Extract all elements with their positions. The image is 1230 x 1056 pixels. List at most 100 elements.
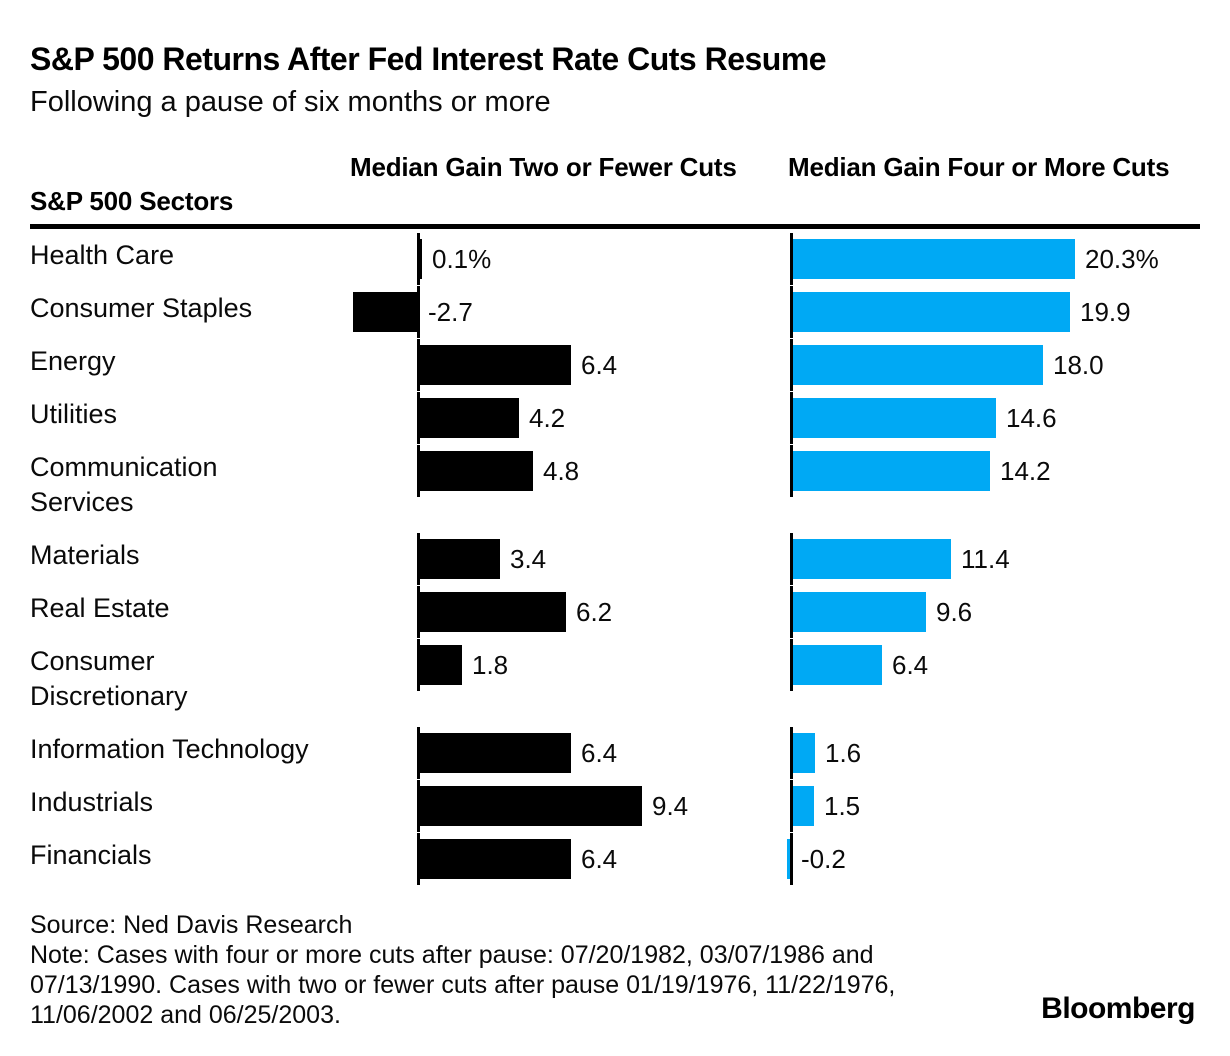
chart-title: S&P 500 Returns After Fed Interest Rate … bbox=[30, 41, 827, 77]
value-label: 20.3% bbox=[1085, 244, 1159, 274]
axis-tick bbox=[790, 780, 793, 832]
sector-label: Industrials bbox=[30, 787, 154, 817]
axis-tick bbox=[790, 445, 793, 497]
axis-tick bbox=[417, 286, 420, 338]
sector-label: Energy bbox=[30, 346, 116, 376]
chart-row: Financials 6.4 -0.2 bbox=[30, 833, 1200, 886]
chart-row: Consumer Staples -2.7 19.9 bbox=[30, 286, 1200, 339]
bar-two-or-fewer bbox=[420, 645, 462, 685]
value-label: 3.4 bbox=[510, 544, 547, 574]
axis-tick bbox=[417, 727, 420, 779]
chart-row: Industrials 9.4 1.5 bbox=[30, 780, 1200, 833]
two-or-fewer-cuts-column-header: Median Gain Two or Fewer Cuts bbox=[350, 152, 737, 182]
axis-tick bbox=[790, 639, 793, 691]
axis-tick bbox=[790, 339, 793, 391]
value-label: 6.4 bbox=[581, 844, 618, 874]
value-label: 9.6 bbox=[936, 597, 973, 627]
bar-four-or-more bbox=[793, 592, 926, 632]
bar-four-or-more bbox=[793, 345, 1043, 385]
sector-label: Consumer Discretionary bbox=[30, 646, 188, 711]
value-label: 11.4 bbox=[961, 544, 1010, 574]
value-label: 0.1% bbox=[432, 244, 492, 274]
axis-tick bbox=[790, 533, 793, 585]
chart-row: Utilities 4.2 14.6 bbox=[30, 392, 1200, 445]
chart-row: Real Estate 6.2 9.6 bbox=[30, 586, 1200, 639]
axis-tick bbox=[790, 586, 793, 638]
sector-label: Information Technology bbox=[30, 734, 309, 764]
sector-label: Consumer Staples bbox=[30, 293, 253, 323]
column-headers: S&P 500 Sectors Median Gain Two or Fewer… bbox=[30, 150, 1200, 218]
axis-tick bbox=[417, 339, 420, 391]
bar-two-or-fewer bbox=[420, 839, 571, 879]
value-label: 14.2 bbox=[1000, 456, 1051, 486]
chart-row: Health Care 0.1% 20.3% bbox=[30, 233, 1200, 286]
bar-two-or-fewer bbox=[420, 239, 422, 279]
sector-label: Health Care bbox=[30, 240, 175, 270]
value-label: 6.4 bbox=[892, 650, 929, 680]
bar-four-or-more bbox=[793, 239, 1075, 279]
sector-label: Communication Services bbox=[30, 452, 218, 517]
bar-four-or-more bbox=[793, 292, 1070, 332]
bar-two-or-fewer bbox=[420, 539, 500, 579]
bar-four-or-more bbox=[787, 839, 790, 879]
chart-page: S&P 500 Returns After Fed Interest Rate … bbox=[30, 41, 1200, 1030]
bar-two-or-fewer bbox=[420, 398, 519, 438]
axis-tick bbox=[417, 780, 420, 832]
sector-label: Real Estate bbox=[30, 593, 170, 623]
axis-tick bbox=[417, 445, 420, 497]
axis-tick bbox=[417, 392, 420, 444]
value-label: 6.4 bbox=[581, 738, 618, 768]
value-label: 6.2 bbox=[576, 597, 613, 627]
chart-footer: Source: Ned Davis Research Note: Cases w… bbox=[30, 910, 990, 1030]
value-label: 14.6 bbox=[1006, 403, 1057, 433]
chart-row: Consumer Discretionary 1.8 6.4 bbox=[30, 639, 1200, 727]
header-divider bbox=[30, 224, 1200, 229]
axis-tick bbox=[417, 233, 420, 285]
axis-tick bbox=[417, 833, 420, 885]
bar-four-or-more bbox=[793, 645, 882, 685]
value-label: 1.5 bbox=[824, 791, 861, 821]
axis-tick bbox=[790, 727, 793, 779]
sector-label: Utilities bbox=[30, 399, 118, 429]
value-label: -0.2 bbox=[801, 844, 846, 874]
bar-four-or-more bbox=[793, 398, 996, 438]
sectors-column-header: S&P 500 Sectors bbox=[30, 186, 234, 216]
axis-tick bbox=[417, 639, 420, 691]
bloomberg-logo: Bloomberg bbox=[1041, 992, 1195, 1025]
four-or-more-cuts-column-header: Median Gain Four or More Cuts bbox=[788, 152, 1170, 182]
axis-tick bbox=[790, 233, 793, 285]
value-label: 19.9 bbox=[1080, 297, 1131, 327]
note-text: Note: Cases with four or more cuts after… bbox=[30, 941, 896, 1029]
bar-two-or-fewer bbox=[420, 451, 533, 491]
axis-tick bbox=[790, 392, 793, 444]
bar-four-or-more bbox=[793, 451, 990, 491]
bar-four-or-more bbox=[793, 733, 815, 773]
value-label: -2.7 bbox=[428, 297, 473, 327]
chart-rows: Health Care 0.1% 20.3% Consumer Staples -2.7… bbox=[30, 233, 1200, 886]
value-label: 1.8 bbox=[472, 650, 509, 680]
bar-four-or-more bbox=[793, 539, 951, 579]
value-label: 18.0 bbox=[1053, 350, 1104, 380]
bar-two-or-fewer bbox=[420, 345, 571, 385]
chart-row: Energy 6.4 18.0 bbox=[30, 339, 1200, 392]
source-text: Source: Ned Davis Research bbox=[30, 911, 353, 939]
sector-label: Materials bbox=[30, 540, 140, 570]
chart-row: Communication Services 4.8 14.2 bbox=[30, 445, 1200, 533]
value-label: 4.8 bbox=[543, 456, 580, 486]
axis-tick bbox=[790, 286, 793, 338]
bar-four-or-more bbox=[793, 786, 814, 826]
axis-tick bbox=[790, 833, 793, 885]
value-label: 6.4 bbox=[581, 350, 618, 380]
value-label: 4.2 bbox=[529, 403, 566, 433]
chart-subtitle: Following a pause of six months or more bbox=[30, 86, 551, 118]
bar-two-or-fewer bbox=[420, 733, 571, 773]
axis-tick bbox=[417, 586, 420, 638]
chart-row: Materials 3.4 11.4 bbox=[30, 533, 1200, 586]
chart-row: Information Technology 6.4 1.6 bbox=[30, 727, 1200, 780]
bar-two-or-fewer bbox=[420, 592, 566, 632]
value-label: 9.4 bbox=[652, 791, 689, 821]
bar-two-or-fewer bbox=[353, 292, 417, 332]
axis-tick bbox=[417, 533, 420, 585]
sector-label: Financials bbox=[30, 840, 152, 870]
bar-two-or-fewer bbox=[420, 786, 642, 826]
